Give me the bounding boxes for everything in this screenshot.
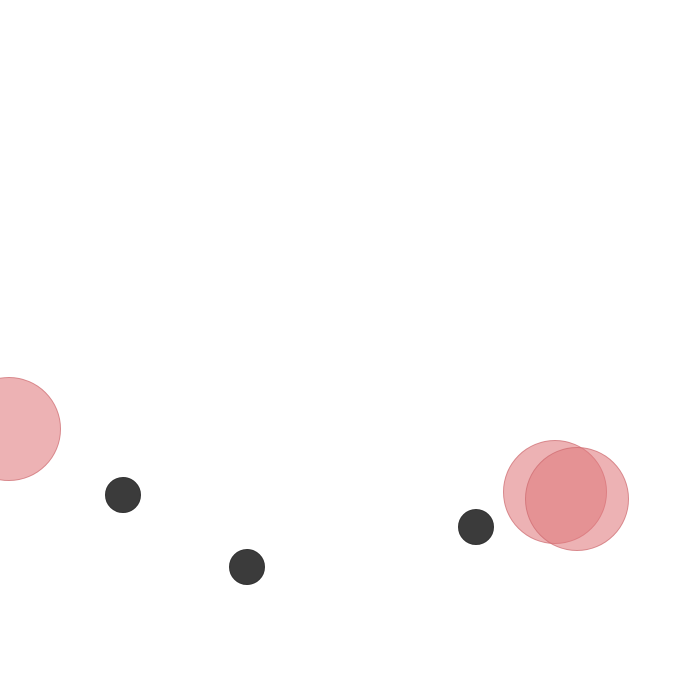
pink-ball-right-front (525, 447, 629, 551)
pink-ball-left-edge (0, 377, 61, 481)
dark-ball-2 (229, 549, 265, 585)
dark-ball-1 (105, 477, 141, 513)
dark-ball-3 (458, 509, 494, 545)
